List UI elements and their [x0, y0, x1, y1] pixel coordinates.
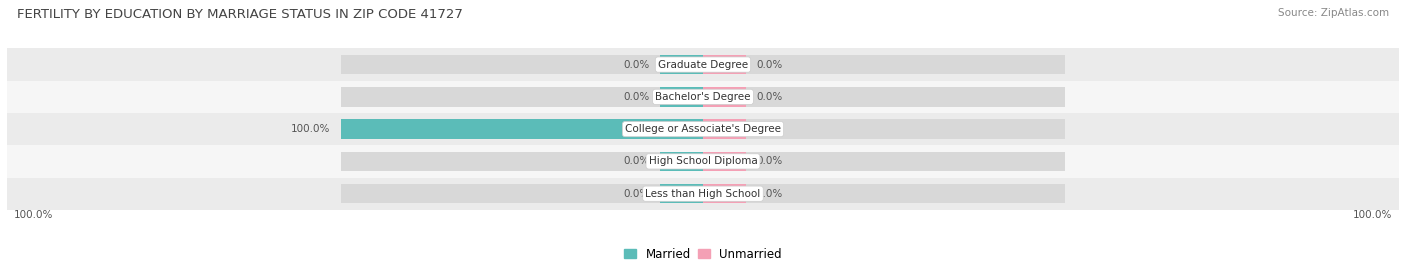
Bar: [703, 55, 1064, 74]
Text: 0.0%: 0.0%: [623, 189, 650, 199]
Text: 0.0%: 0.0%: [756, 59, 783, 70]
Text: Less than High School: Less than High School: [645, 189, 761, 199]
Bar: [703, 87, 1064, 107]
Bar: [342, 55, 703, 74]
Text: 0.0%: 0.0%: [756, 92, 783, 102]
Bar: [342, 184, 703, 203]
Bar: [703, 87, 747, 107]
Text: 0.0%: 0.0%: [623, 59, 650, 70]
Text: High School Diploma: High School Diploma: [648, 156, 758, 167]
Bar: [703, 152, 1064, 171]
Bar: [659, 152, 703, 171]
Bar: [342, 152, 703, 171]
Text: 0.0%: 0.0%: [756, 189, 783, 199]
Bar: [342, 119, 703, 139]
Bar: [342, 87, 703, 107]
Text: 0.0%: 0.0%: [623, 92, 650, 102]
Bar: [659, 184, 703, 203]
Bar: [703, 184, 747, 203]
Text: Source: ZipAtlas.com: Source: ZipAtlas.com: [1278, 8, 1389, 18]
Text: 0.0%: 0.0%: [756, 124, 783, 134]
Text: 100.0%: 100.0%: [14, 210, 53, 220]
Bar: [703, 152, 747, 171]
Text: Graduate Degree: Graduate Degree: [658, 59, 748, 70]
Bar: [703, 119, 747, 139]
Text: College or Associate's Degree: College or Associate's Degree: [626, 124, 780, 134]
Bar: [7, 178, 1399, 210]
Bar: [7, 81, 1399, 113]
Legend: Married, Unmarried: Married, Unmarried: [620, 243, 786, 265]
Text: 0.0%: 0.0%: [623, 156, 650, 167]
Bar: [703, 119, 1064, 139]
Text: 100.0%: 100.0%: [291, 124, 330, 134]
Bar: [659, 87, 703, 107]
Text: Bachelor's Degree: Bachelor's Degree: [655, 92, 751, 102]
Bar: [659, 55, 703, 74]
Text: 0.0%: 0.0%: [756, 156, 783, 167]
Bar: [7, 145, 1399, 178]
Text: 100.0%: 100.0%: [1353, 210, 1392, 220]
Text: FERTILITY BY EDUCATION BY MARRIAGE STATUS IN ZIP CODE 41727: FERTILITY BY EDUCATION BY MARRIAGE STATU…: [17, 8, 463, 21]
Bar: [7, 48, 1399, 81]
Bar: [703, 55, 747, 74]
Bar: [7, 113, 1399, 145]
Bar: [342, 119, 703, 139]
Bar: [703, 184, 1064, 203]
